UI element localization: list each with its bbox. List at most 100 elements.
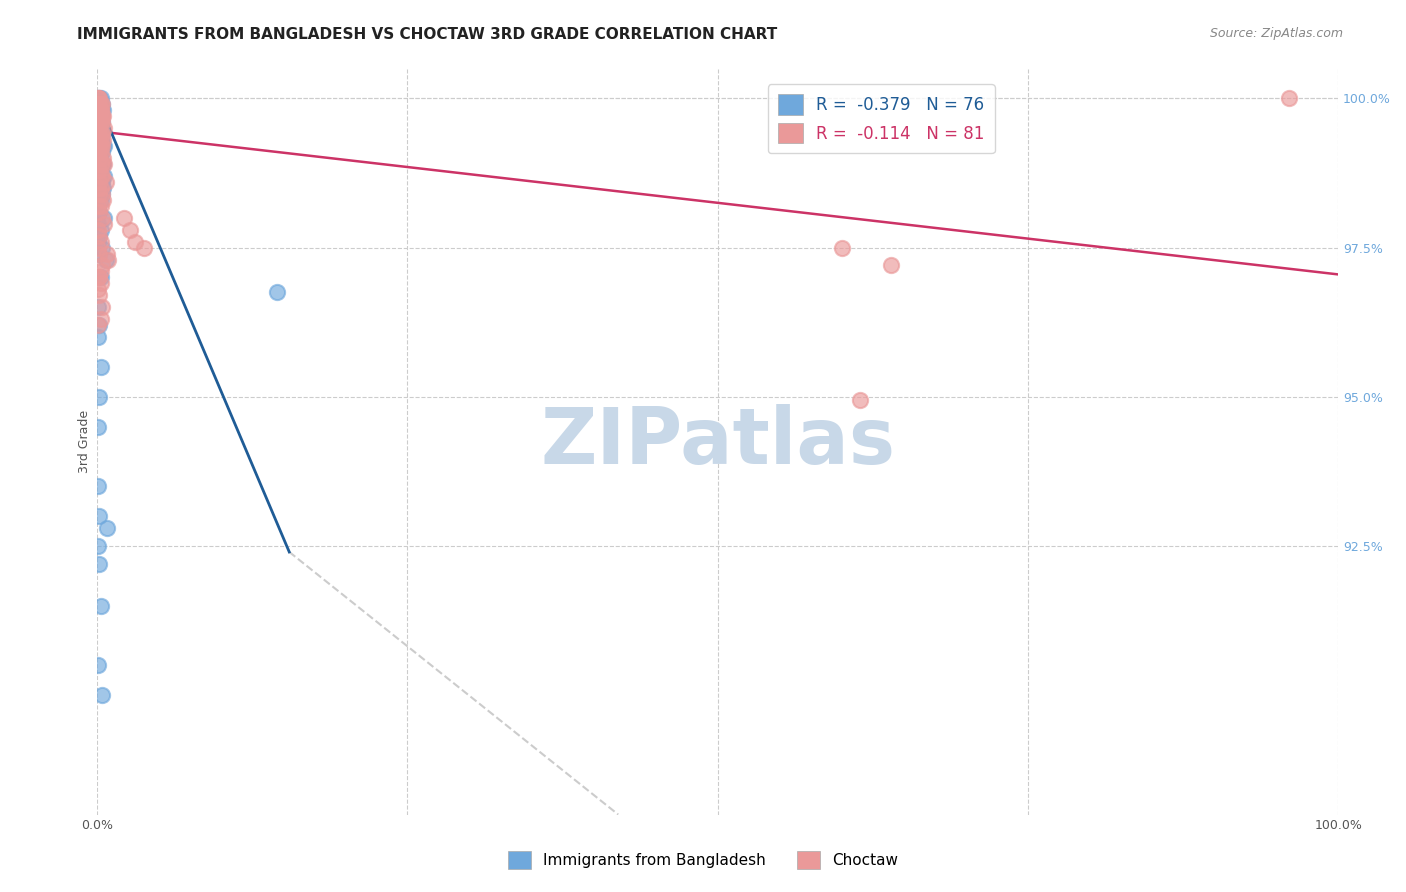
Point [90,115,112,129]
Point [90,175,112,189]
Point [89,151,111,165]
Point [87,91,110,105]
Point [89,127,111,141]
Point [89,204,111,219]
Point [89,115,111,129]
Point [87,419,110,434]
Point [87,103,110,118]
Point [112,211,135,225]
Point [87,199,110,213]
Text: IMMIGRANTS FROM BANGLADESH VS CHOCTAW 3RD GRADE CORRELATION CHART: IMMIGRANTS FROM BANGLADESH VS CHOCTAW 3R… [77,27,778,42]
Point [89,121,111,136]
Point [87,222,110,236]
Point [87,330,110,344]
Point [90,139,112,153]
Point [94,252,117,267]
Point [89,139,111,153]
Point [87,97,110,112]
Point [87,181,110,195]
Point [90,169,112,183]
Point [89,97,111,112]
Point [91,139,114,153]
Point [89,228,111,243]
Point [90,145,112,159]
Point [87,169,110,183]
Point [87,479,110,493]
Point [87,115,110,129]
Text: Source: ZipAtlas.com: Source: ZipAtlas.com [1209,27,1343,40]
Point [87,133,110,147]
Point [849,392,872,407]
Point [90,109,112,123]
Point [90,127,112,141]
Point [89,509,111,524]
Point [90,127,112,141]
Point [89,228,111,243]
Point [831,241,853,255]
Point [93,121,115,136]
Point [87,300,110,314]
Point [87,127,110,141]
Point [89,121,111,136]
Point [87,127,110,141]
Point [90,121,112,136]
Legend: R =  -0.379   N = 76, R =  -0.114   N = 81: R = -0.379 N = 76, R = -0.114 N = 81 [768,85,994,153]
Point [89,557,111,571]
Point [87,163,110,178]
Point [87,539,110,553]
Point [90,163,112,178]
Point [87,282,110,296]
Point [90,312,112,326]
Point [89,97,111,112]
Point [89,91,111,105]
Point [87,241,110,255]
Point [93,211,115,225]
Point [89,109,111,123]
Point [93,139,115,153]
Point [87,133,110,147]
Point [87,658,110,673]
Point [89,109,111,123]
Point [89,186,111,201]
Point [87,181,110,195]
Point [90,169,112,183]
Point [89,103,111,118]
Point [90,241,112,255]
Point [87,270,110,285]
Point [89,204,111,219]
Point [89,145,111,159]
Point [266,285,288,300]
Point [89,115,111,129]
Point [89,163,111,178]
Point [87,127,110,141]
Point [89,270,111,285]
Point [90,127,112,141]
Point [90,300,112,314]
Point [90,688,112,702]
Point [94,175,117,189]
Point [120,222,142,236]
Point [90,199,112,213]
Point [87,97,110,112]
Legend: Immigrants from Bangladesh, Choctaw: Immigrants from Bangladesh, Choctaw [502,845,904,875]
Point [90,175,112,189]
Point [96,246,118,260]
Point [87,115,110,129]
Point [90,270,112,285]
Point [91,181,114,195]
Point [90,145,112,159]
Point [89,103,111,118]
Point [89,145,111,159]
Point [89,151,111,165]
Point [89,246,111,260]
Point [87,109,110,123]
Point [90,115,112,129]
Point [91,133,114,147]
Point [90,186,112,201]
Point [90,145,112,159]
Point [90,157,112,171]
Point [89,246,111,260]
Point [90,181,112,195]
Point [90,115,112,129]
Point [90,277,112,291]
